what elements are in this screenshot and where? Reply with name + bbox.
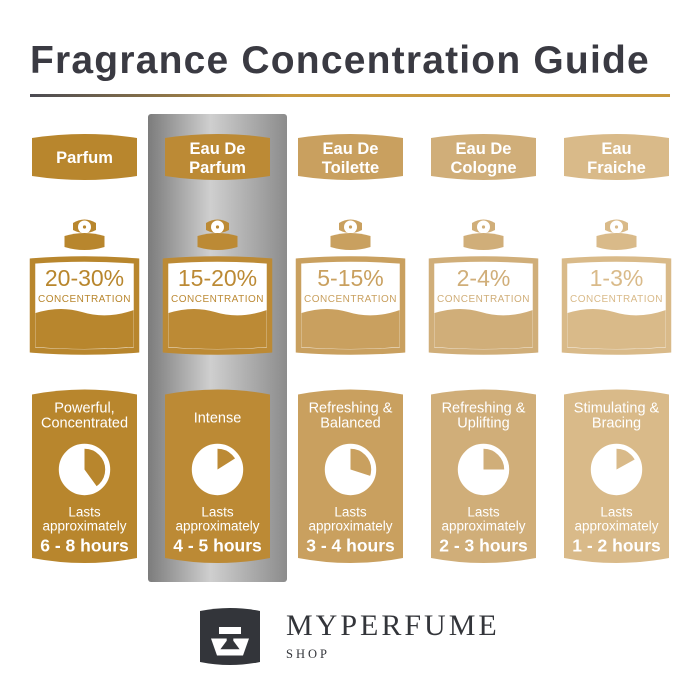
svg-text:1 - 2 hours: 1 - 2 hours — [572, 536, 661, 556]
svg-text:Lasts: Lasts — [467, 505, 500, 520]
svg-text:approximately: approximately — [175, 519, 259, 534]
svg-text:Refreshing &: Refreshing & — [442, 401, 526, 417]
svg-text:CONCENTRATION: CONCENTRATION — [570, 294, 663, 305]
svg-text:Lasts: Lasts — [334, 505, 367, 520]
svg-text:Intense: Intense — [194, 411, 242, 427]
svg-text:2-4%: 2-4% — [457, 265, 511, 291]
svg-text:MYPERFUME: MYPERFUME — [286, 609, 500, 642]
svg-text:CONCENTRATION: CONCENTRATION — [437, 294, 530, 305]
svg-text:approximately: approximately — [574, 519, 658, 534]
svg-text:5-15%: 5-15% — [317, 265, 383, 291]
svg-text:3 - 4 hours: 3 - 4 hours — [306, 536, 395, 556]
svg-text:approximately: approximately — [441, 519, 525, 534]
svg-text:Cologne: Cologne — [451, 159, 517, 177]
svg-text:Lasts: Lasts — [600, 505, 633, 520]
svg-text:Bracing: Bracing — [592, 416, 641, 432]
svg-text:SHOP: SHOP — [286, 647, 330, 661]
svg-text:Eau De: Eau De — [190, 140, 246, 158]
svg-text:15-20%: 15-20% — [178, 265, 257, 291]
svg-text:CONCENTRATION: CONCENTRATION — [171, 294, 264, 305]
svg-text:Parfum: Parfum — [56, 149, 113, 167]
svg-text:CONCENTRATION: CONCENTRATION — [38, 294, 131, 305]
svg-text:Lasts: Lasts — [201, 505, 234, 520]
svg-text:Powerful,: Powerful, — [54, 401, 114, 417]
svg-text:approximately: approximately — [42, 519, 126, 534]
svg-text:approximately: approximately — [308, 519, 392, 534]
svg-text:CONCENTRATION: CONCENTRATION — [304, 294, 397, 305]
svg-text:1-3%: 1-3% — [590, 265, 644, 291]
svg-text:Fraiche: Fraiche — [587, 159, 646, 177]
svg-text:Stimulating &: Stimulating & — [574, 401, 660, 417]
svg-text:4 - 5 hours: 4 - 5 hours — [173, 536, 262, 556]
svg-text:20-30%: 20-30% — [45, 265, 124, 291]
svg-text:Uplifting: Uplifting — [457, 416, 509, 432]
svg-text:Eau: Eau — [601, 140, 631, 158]
svg-text:Toilette: Toilette — [322, 159, 379, 177]
svg-text:Eau De: Eau De — [323, 140, 379, 158]
svg-text:Concentrated: Concentrated — [41, 416, 128, 432]
svg-text:Eau De: Eau De — [456, 140, 512, 158]
svg-text:Parfum: Parfum — [189, 159, 246, 177]
svg-text:2 - 3 hours: 2 - 3 hours — [439, 536, 528, 556]
svg-text:Lasts: Lasts — [68, 505, 101, 520]
svg-text:Balanced: Balanced — [320, 416, 380, 432]
svg-text:6 - 8 hours: 6 - 8 hours — [40, 536, 129, 556]
svg-text:Refreshing &: Refreshing & — [309, 401, 393, 417]
